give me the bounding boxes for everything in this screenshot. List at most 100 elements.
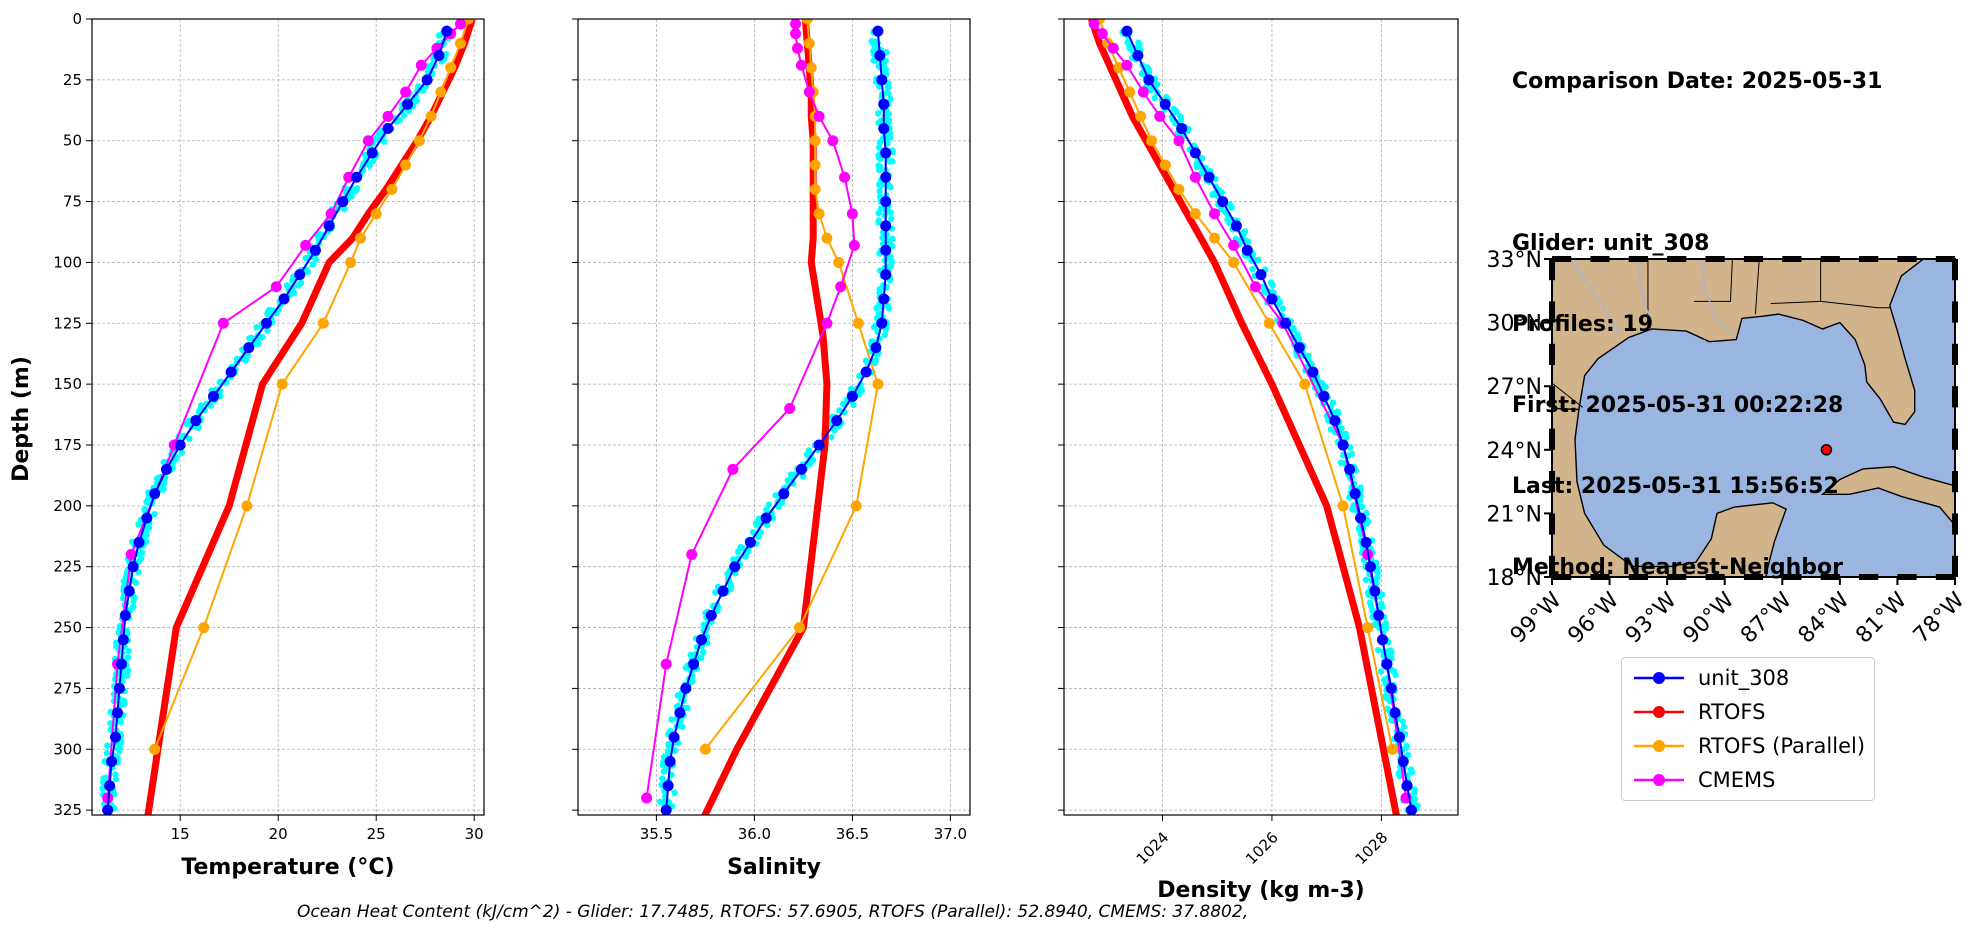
glider-raw-point bbox=[885, 116, 893, 124]
x-tick-label: 25 bbox=[367, 825, 386, 843]
glider-point bbox=[1307, 366, 1319, 378]
glider-raw-point bbox=[1224, 216, 1231, 223]
glider-raw-point bbox=[1260, 289, 1268, 296]
glider-location-marker bbox=[1820, 444, 1833, 456]
legend-swatch-rtofs-parallel bbox=[1634, 740, 1684, 752]
glider-raw-point bbox=[1126, 42, 1133, 49]
glider-raw-point bbox=[1334, 410, 1342, 417]
map-border-tick bbox=[1590, 574, 1610, 580]
glider-raw-point bbox=[665, 742, 673, 750]
rtofs_parallel-point bbox=[1337, 500, 1349, 512]
x-tick-label: 36.5 bbox=[836, 825, 869, 843]
cmems-point bbox=[415, 59, 427, 71]
glider-point bbox=[880, 147, 892, 159]
map-border-tick bbox=[1952, 513, 1958, 535]
cmems-point bbox=[1088, 19, 1100, 30]
glider-raw-point bbox=[283, 282, 291, 289]
cmems-point bbox=[217, 317, 229, 329]
location-map: 33°N30°N27°N24°N21°N18°N99°W96°W93°W90°W… bbox=[1487, 248, 1970, 648]
glider-raw-point bbox=[882, 57, 889, 65]
glider-point bbox=[1373, 609, 1385, 621]
border-line bbox=[1552, 382, 1584, 408]
cmems-point bbox=[270, 281, 282, 293]
rtofs_parallel-point bbox=[241, 500, 253, 512]
rtofs_parallel-point bbox=[345, 256, 357, 268]
x-tick-label: 37.0 bbox=[934, 825, 967, 843]
glider-raw-point bbox=[1402, 744, 1410, 751]
axes-frame bbox=[91, 18, 485, 816]
glider-raw-point bbox=[290, 289, 298, 297]
glider-raw-point bbox=[875, 162, 882, 169]
rtofs_parallel-point bbox=[809, 183, 821, 195]
glider-raw-point bbox=[125, 647, 132, 655]
map-border-tick bbox=[1552, 256, 1572, 262]
glider-point bbox=[1360, 536, 1372, 548]
glider-point bbox=[127, 561, 139, 573]
rtofs_parallel-point bbox=[149, 743, 161, 755]
rtofs-line bbox=[701, 19, 831, 815]
map-border-tick bbox=[1952, 555, 1958, 577]
cmems-point bbox=[821, 317, 833, 329]
cmems-point bbox=[1208, 208, 1220, 220]
cmems-point bbox=[803, 86, 815, 98]
glider-point bbox=[1266, 293, 1278, 305]
glider-point bbox=[421, 74, 433, 86]
y-tick-label: 275 bbox=[53, 679, 82, 697]
map-border-tick bbox=[1705, 574, 1725, 580]
cmems-point bbox=[454, 19, 466, 30]
glider-point bbox=[874, 50, 886, 62]
glider-point bbox=[1230, 220, 1242, 232]
y-tick-label: 75 bbox=[63, 193, 82, 211]
glider-raw-point bbox=[700, 648, 707, 656]
glider-raw-point bbox=[1374, 646, 1382, 654]
cmems-point bbox=[792, 42, 804, 54]
glider-raw-point bbox=[889, 235, 896, 243]
glider-raw-point bbox=[868, 37, 875, 45]
glider-point bbox=[880, 244, 892, 256]
glider-point bbox=[1255, 269, 1267, 281]
rtofs_parallel-point bbox=[699, 743, 711, 755]
glider-point bbox=[110, 731, 122, 743]
y-tick-label: 175 bbox=[53, 436, 82, 454]
map-border-tick bbox=[1952, 386, 1958, 408]
glider-raw-point bbox=[297, 279, 305, 287]
rtofs_parallel-point bbox=[454, 37, 466, 49]
glider-raw-point bbox=[104, 742, 111, 749]
glider-raw-point bbox=[671, 789, 678, 797]
last-time: Last: 2025-05-31 15:56:52 bbox=[1512, 474, 1839, 499]
glider-point bbox=[190, 415, 202, 427]
plot-area bbox=[641, 19, 896, 815]
glider-raw-point bbox=[1367, 602, 1375, 610]
glider-point bbox=[1349, 488, 1361, 500]
border-line bbox=[1694, 259, 1733, 302]
glider-point bbox=[688, 658, 700, 670]
glider-name: Glider: unit_308 bbox=[1512, 231, 1710, 256]
glider-raw-point bbox=[887, 209, 894, 216]
map-border-tick bbox=[1549, 386, 1555, 408]
glider-raw-point bbox=[785, 477, 792, 484]
glider-raw-point bbox=[876, 181, 883, 188]
glider-raw-point bbox=[799, 473, 807, 480]
glider-raw-point bbox=[1388, 716, 1395, 724]
y-tick-label: 125 bbox=[53, 314, 82, 332]
rtofs_parallel-point bbox=[276, 378, 288, 390]
glider-raw-point bbox=[247, 334, 255, 341]
rtofs_parallel-point bbox=[1135, 110, 1147, 122]
glider-point bbox=[674, 707, 686, 719]
glider-raw-point bbox=[730, 556, 737, 563]
glider-raw-point bbox=[1327, 426, 1335, 433]
map-border-tick bbox=[1935, 256, 1955, 262]
ocean-heat-content-footer: Ocean Heat Content (kJ/cm^2) - Glider: 1… bbox=[297, 902, 1249, 922]
glider-raw-point bbox=[1267, 279, 1275, 286]
glider-raw-point bbox=[1151, 94, 1158, 102]
axes-frame bbox=[1063, 18, 1459, 816]
map-border-tick bbox=[1743, 256, 1764, 262]
glider-raw-point bbox=[1245, 238, 1252, 245]
glider-raw-point bbox=[1340, 432, 1348, 439]
glider-raw-point bbox=[876, 286, 883, 293]
glider-raw-point bbox=[1348, 450, 1356, 458]
glider-raw-point bbox=[264, 310, 271, 318]
legend-item-rtofs: RTOFS bbox=[1632, 697, 1765, 727]
glider-raw-point bbox=[1170, 105, 1177, 113]
cmems-point bbox=[300, 239, 312, 251]
